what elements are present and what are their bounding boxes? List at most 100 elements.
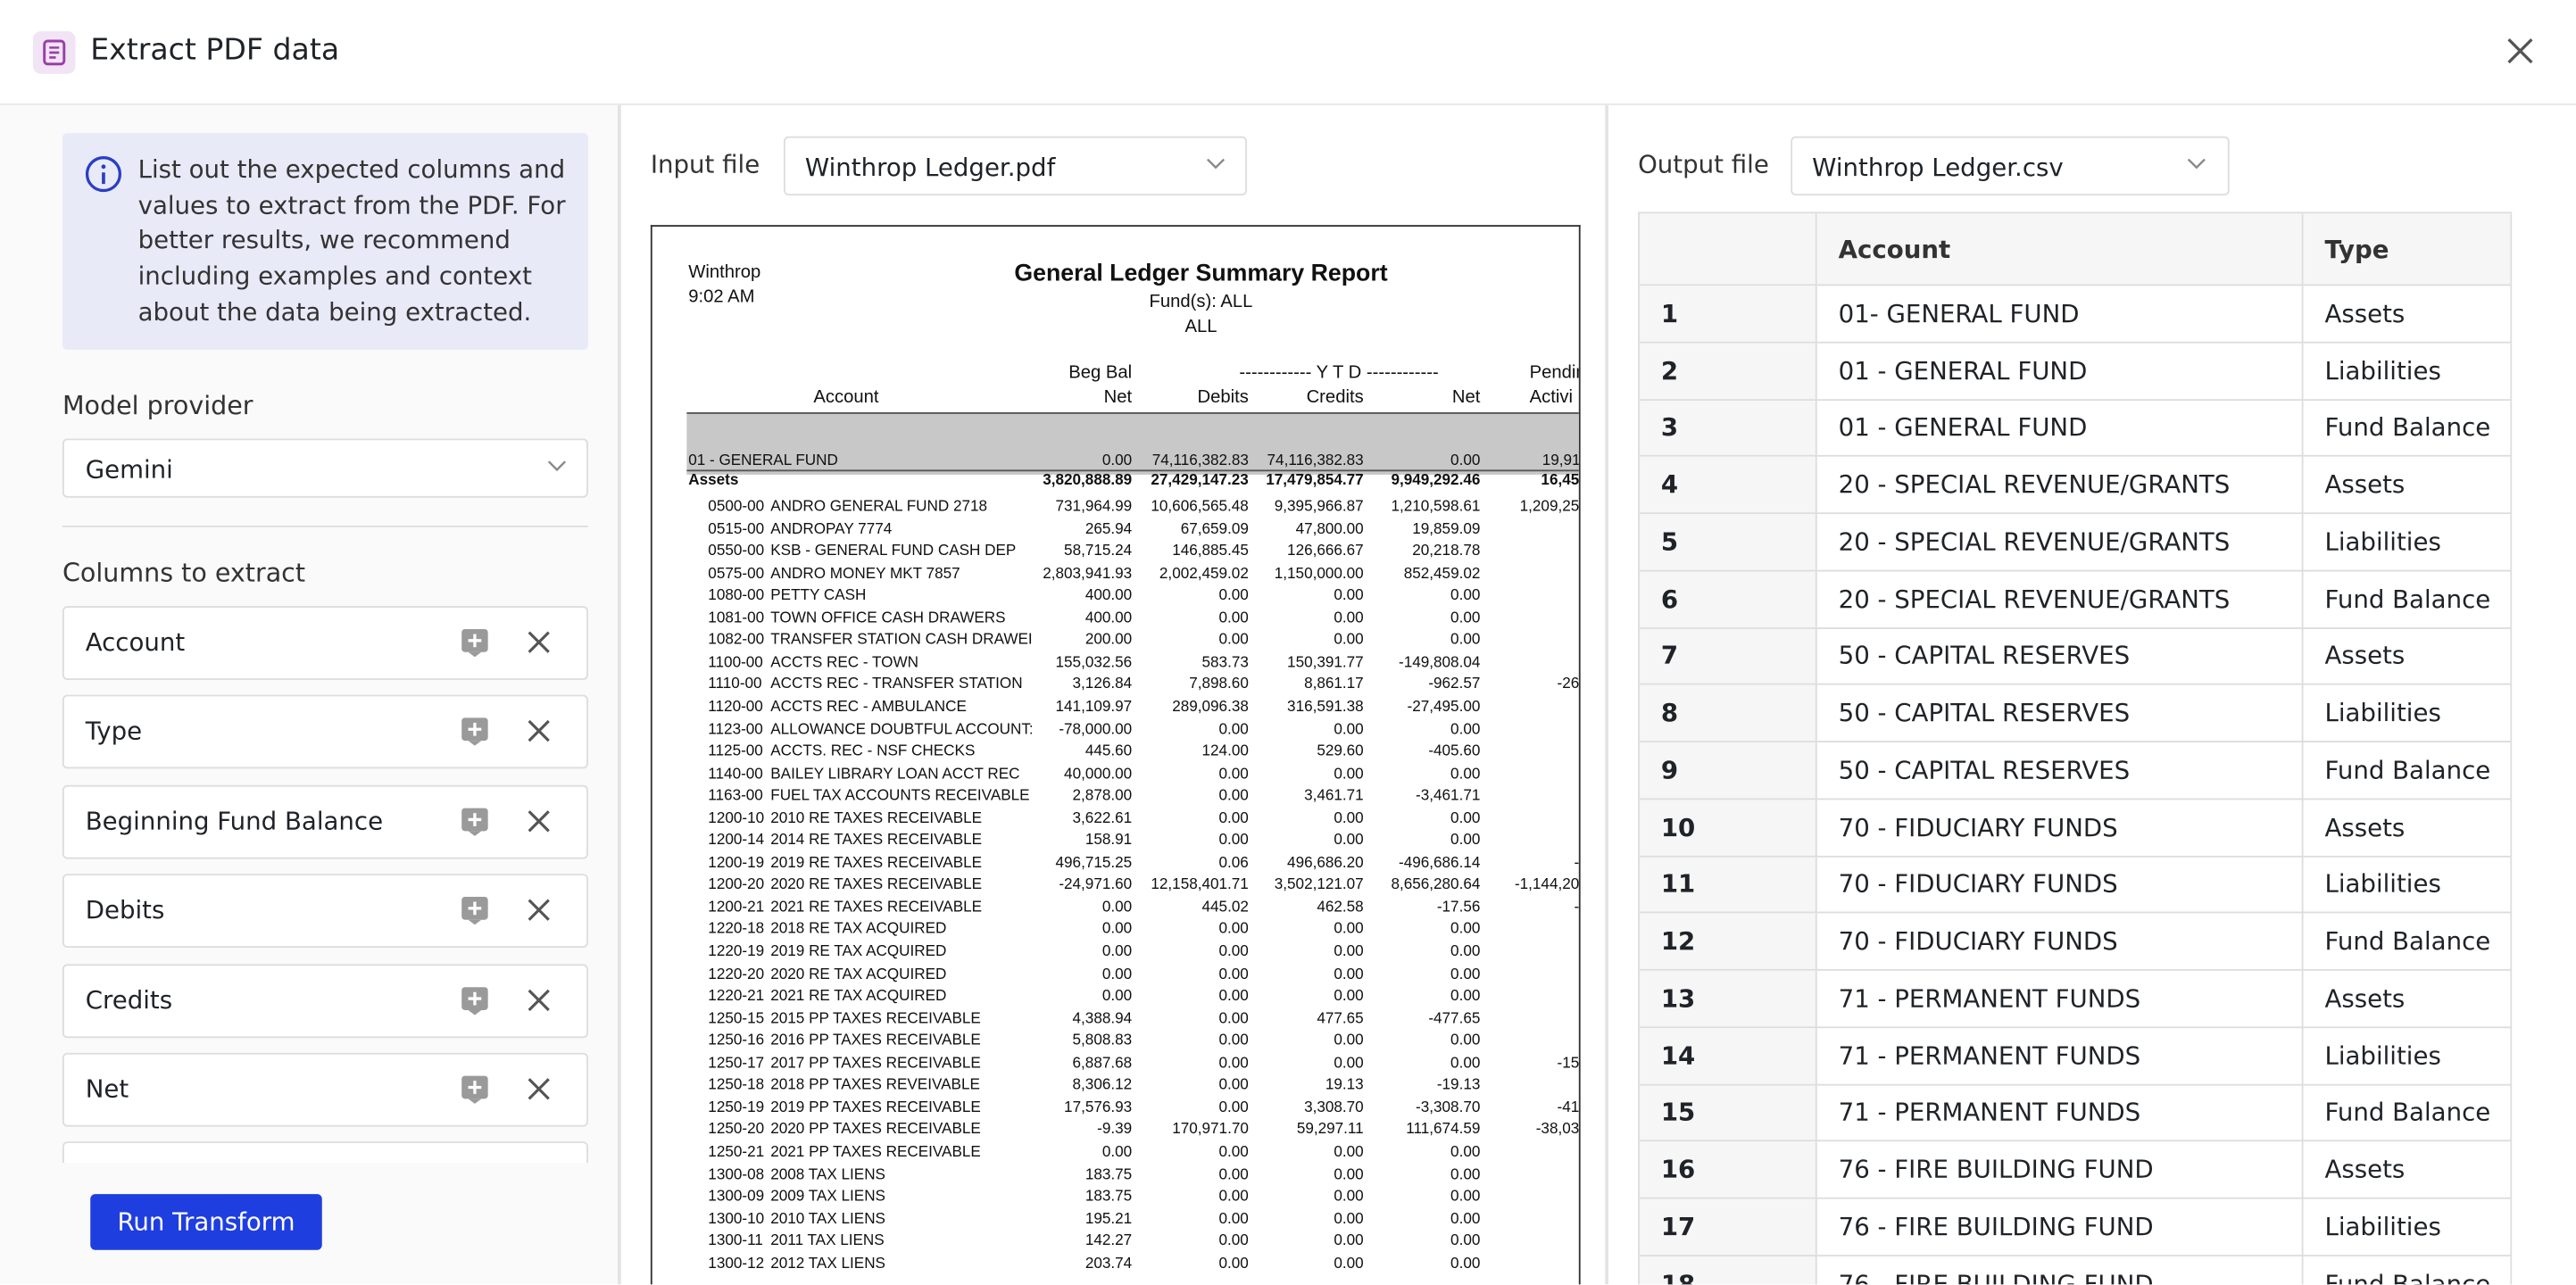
pdf-cell: 0.00 [1450, 631, 1481, 648]
pdf-cell: 0. [1427, 521, 1578, 536]
divider [62, 525, 588, 527]
row-number: 8 [1639, 684, 1817, 742]
table-header-cell: Account [1816, 213, 2304, 286]
pdf-cell: 0. [1427, 833, 1578, 849]
pdf-cell: 0.00 [1218, 586, 1249, 603]
pdf-cell: 1250-19 [708, 1098, 765, 1115]
pdf-cell: ALLOWANCE DOUBTFUL ACCOUNT: [770, 720, 1034, 737]
pdf-col-header: Activi [1529, 387, 1573, 408]
pdf-cell: 203.74 [1084, 1254, 1133, 1272]
close-button[interactable] [2504, 35, 2537, 68]
pdf-cell: 3,622.61 [1072, 808, 1133, 826]
pdf-cell: 47,800.00 [1295, 519, 1364, 537]
pdf-cell: 158.91 [1084, 831, 1133, 849]
pdf-cell: 0.06 [1218, 853, 1249, 871]
pdf-cell: 0.00 [1334, 920, 1364, 937]
pdf-cell: 0.00 [1334, 631, 1364, 648]
run-button[interactable]: Run Transform [90, 1194, 322, 1250]
pdf-cell: 0. [1427, 944, 1578, 959]
table-cell: Assets [2303, 1141, 2513, 1199]
pdf-cell: 0. [1427, 1190, 1578, 1205]
pdf-cell: 74,116,382.83 [1151, 452, 1249, 468]
pdf-cell: 0500-00 [708, 497, 765, 515]
pdf-cell: 0.00 [1218, 1209, 1249, 1227]
pdf-cell: 0.00 [1450, 987, 1481, 1004]
table-cell: 20 - SPECIAL REVENUE/GRANTS [1816, 514, 2304, 572]
edit-description-button[interactable] [459, 805, 492, 838]
pdf-cell: 17,576.93 [1064, 1098, 1133, 1115]
dialog-header: Extract PDF data [0, 0, 2576, 105]
pdf-cell: 2018 PP TAXES REVEIVABLE [770, 1076, 980, 1093]
pdf-cell: 0.00 [1218, 631, 1249, 648]
column-name: Debits [85, 895, 165, 925]
input-file-select[interactable]: Winthrop Ledger.pdf [783, 136, 1248, 196]
edit-description-button[interactable] [459, 1073, 492, 1106]
table-cell: Assets [2303, 286, 2513, 344]
pdf-cell: 1,209,259. [1519, 497, 1580, 515]
pdf-cell: 141,109.97 [1055, 698, 1133, 715]
remove-column-button[interactable] [522, 715, 555, 748]
pdf-cell: 477.65 [1317, 1009, 1364, 1026]
pdf-cell: 583.73 [1201, 653, 1249, 670]
info-text: List out the expected columns and values… [137, 154, 566, 327]
pdf-cell: 1250-20 [708, 1121, 765, 1138]
column-entry: Account [62, 606, 588, 681]
edit-description-button[interactable] [459, 894, 492, 927]
chevron [547, 460, 567, 472]
pdf-cell: -24,971.60 [1059, 875, 1133, 893]
pdf-cell: 2018 RE TAX ACQUIRED [770, 920, 947, 937]
pdf-cell: 150,391.77 [1287, 653, 1364, 670]
pdf-cell: -152. [1557, 1054, 1580, 1071]
pdf-cell: 3,502,121.07 [1274, 875, 1364, 893]
pdf-cell: 2017 PP TAXES RECEIVABLE [770, 1054, 981, 1071]
row-number: 6 [1639, 571, 1817, 629]
pdf-cell: -416. [1557, 1098, 1580, 1115]
pdf-cell: -496,686.14 [1399, 853, 1481, 871]
pdf-cell: 27,429,147.23 [1151, 471, 1249, 488]
pdf-cell: 170,971.70 [1172, 1121, 1249, 1138]
pdf-cell: 0.00 [1218, 764, 1249, 782]
table-cell: 50 - CAPITAL RESERVES [1816, 628, 2304, 685]
pdf-col-header: Credits [1306, 387, 1364, 408]
column-list: Account Type Beginning Fund Balance Debits C… [0, 0, 618, 1164]
pdf-cell: 0.00 [1218, 1165, 1249, 1182]
pdf-cell: -38,037. [1535, 1121, 1580, 1138]
model-select[interactable]: Gemini [62, 438, 588, 498]
pdf-cell: 0. [1427, 1167, 1578, 1182]
remove-column-button[interactable] [522, 894, 555, 927]
output-file-select[interactable]: Winthrop Ledger.csv [1791, 136, 2230, 196]
edit-description-button[interactable] [459, 715, 492, 748]
edit-description-button[interactable] [459, 626, 492, 659]
pdf-cell: 1220-21 [708, 987, 765, 1004]
row-number: 11 [1639, 856, 1817, 914]
pdf-cell: 0.00 [1334, 1187, 1364, 1205]
pdf-cell: 2010 RE TAXES RECEIVABLE [770, 808, 983, 826]
pdf-cell: 1300-11 [708, 1231, 763, 1249]
select-value: Gemini [85, 454, 173, 485]
pdf-cell: 496,715.25 [1055, 853, 1133, 871]
pdf-cell: -27,495.00 [1407, 698, 1481, 715]
column-name: Account [85, 627, 186, 658]
pdf-cell: 1140-00 [708, 764, 763, 782]
pdf-cell: 19,859.09 [1412, 519, 1481, 537]
edit-description-button[interactable] [459, 983, 492, 1016]
row-number: 14 [1639, 1027, 1817, 1085]
pdf-cell: -78,000.00 [1059, 720, 1133, 737]
pdf-col-header: Beg Bal [1068, 362, 1133, 383]
remove-column-button[interactable] [522, 805, 555, 838]
pdf-cell: 0. [1427, 543, 1578, 559]
pdf-cell: 0.00 [1218, 1231, 1249, 1249]
pdf-cell: 1200-20 [708, 875, 765, 893]
pdf-cell: 12,158,401.71 [1151, 875, 1249, 893]
row-number: 9 [1639, 742, 1817, 800]
remove-column-button[interactable] [522, 1073, 555, 1106]
pdf-cell: 0.00 [1450, 965, 1481, 982]
pdf-cell: 0.00 [1450, 808, 1481, 826]
remove-column-button[interactable] [522, 983, 555, 1016]
pdf-cell: 0.00 [1218, 1187, 1249, 1205]
pdf-cell: 0.00 [1218, 786, 1249, 804]
pdf-cell: 195.21 [1084, 1209, 1133, 1227]
pdf-cell: 2014 RE TAXES RECEIVABLE [770, 831, 983, 849]
remove-column-button[interactable] [522, 626, 555, 659]
row-number: 4 [1639, 457, 1817, 515]
